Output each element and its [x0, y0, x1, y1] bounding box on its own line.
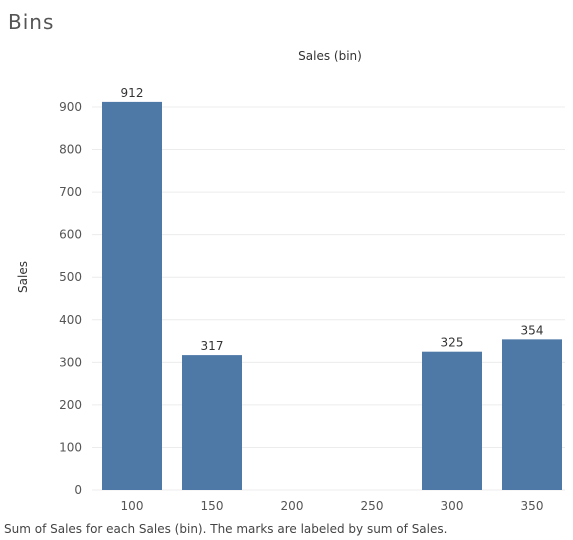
data-label: 354: [521, 323, 544, 337]
y-axis-ticks: 0 100 200 300 400 500 600 700 800 900: [59, 100, 82, 497]
y-tick-label: 700: [59, 185, 82, 199]
y-tick-label: 100: [59, 440, 82, 454]
data-label: 912: [121, 86, 144, 100]
x-tick-label: 200: [281, 499, 304, 513]
chart-caption: Sum of Sales for each Sales (bin). The m…: [4, 522, 448, 536]
y-tick-label: 300: [59, 355, 82, 369]
y-tick-label: 200: [59, 398, 82, 412]
bar[interactable]: [422, 351, 482, 490]
y-tick-label: 900: [59, 100, 82, 114]
x-tick-label: 250: [361, 499, 384, 513]
x-tick-label: 100: [121, 499, 144, 513]
data-labels: 912 317 325 354: [121, 86, 544, 353]
y-tick-label: 500: [59, 270, 82, 284]
x-tick-label: 350: [521, 499, 544, 513]
data-label: 317: [201, 339, 224, 353]
bar[interactable]: [502, 339, 562, 490]
page-title: Bins: [8, 10, 55, 34]
bar[interactable]: [102, 101, 162, 490]
data-label: 325: [441, 336, 464, 350]
gridlines: [92, 106, 565, 491]
bar[interactable]: [182, 355, 242, 490]
x-tick-label: 300: [441, 499, 464, 513]
bar-chart: Sales (bin) Sales 0 100 200 300 400 500 600 700…: [16, 49, 565, 513]
y-tick-label: 600: [59, 228, 82, 242]
y-tick-label: 800: [59, 143, 82, 157]
y-tick-label: 0: [74, 483, 82, 497]
x-axis-ticks: 100 150 200 250 300 350: [121, 499, 544, 513]
y-tick-label: 400: [59, 313, 82, 327]
chart-title: Sales (bin): [298, 49, 362, 63]
bars: [102, 101, 562, 490]
y-axis-title: Sales: [16, 261, 30, 293]
x-tick-label: 150: [201, 499, 224, 513]
